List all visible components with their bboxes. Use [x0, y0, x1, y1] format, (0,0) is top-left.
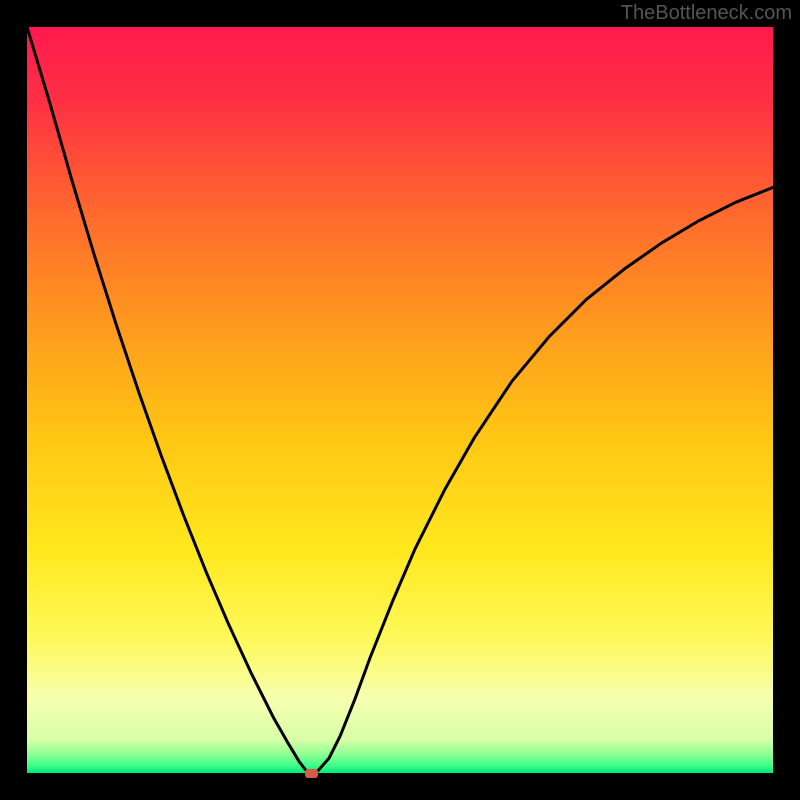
chart-plot-area — [27, 27, 773, 773]
optimal-point-marker — [305, 769, 318, 778]
watermark-text: TheBottleneck.com — [621, 2, 792, 25]
gradient-background — [27, 27, 773, 773]
